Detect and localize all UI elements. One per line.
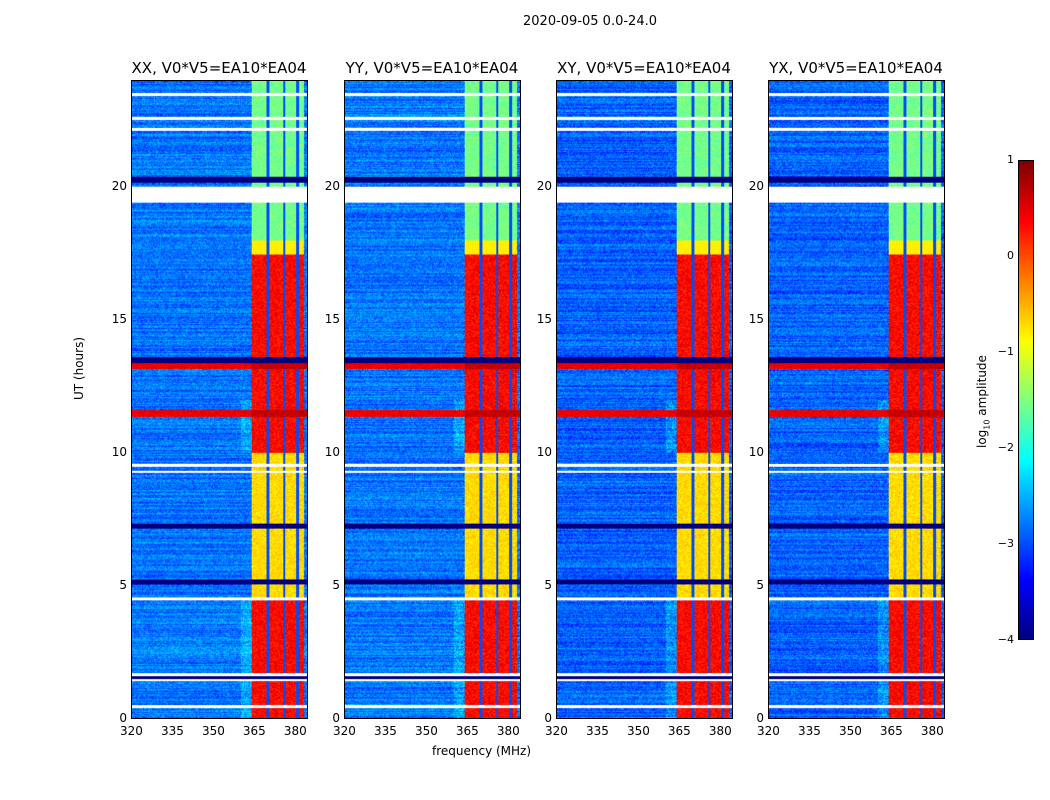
colorbar-label: log10 amplitude bbox=[975, 355, 992, 448]
spectrogram-1 bbox=[344, 80, 521, 719]
y-tick-label: 0 bbox=[119, 711, 127, 725]
x-tick-label: 350 bbox=[626, 724, 650, 738]
y-tick-label: 10 bbox=[748, 444, 764, 459]
y-tick-label: 20 bbox=[748, 178, 764, 193]
y-tick-label: 15 bbox=[536, 311, 552, 326]
x-tick-label: 335 bbox=[160, 724, 184, 738]
y-tick-label: 10 bbox=[536, 444, 552, 459]
x-tick-label: 365 bbox=[455, 724, 479, 738]
y-tick-label: 0 bbox=[756, 711, 764, 725]
y-tick-label: 20 bbox=[111, 178, 127, 193]
x-tick-label: 350 bbox=[838, 724, 862, 738]
x-axis-label: frequency (MHz) bbox=[432, 744, 532, 758]
x-tick-label: 335 bbox=[585, 724, 609, 738]
y-tick-label: 0 bbox=[332, 711, 340, 725]
x-tick-label: 335 bbox=[797, 724, 821, 738]
panel-title: YY, V0*V5=EA10*EA04 bbox=[345, 59, 519, 77]
y-tick-label: 5 bbox=[756, 577, 764, 592]
y-tick-label: 0 bbox=[544, 711, 552, 725]
x-tick-label: 320 bbox=[120, 724, 143, 738]
y-tick-label: 5 bbox=[332, 577, 340, 592]
x-tick-label: 380 bbox=[283, 724, 307, 738]
y-tick-label: 5 bbox=[119, 577, 127, 592]
x-tick-label: 320 bbox=[333, 724, 356, 738]
x-tick-label: 380 bbox=[496, 724, 520, 738]
x-tick-label: 365 bbox=[879, 724, 903, 738]
colorbar-tick-label: −1 bbox=[997, 345, 1014, 358]
panel-title: XY, V0*V5=EA10*EA04 bbox=[557, 59, 731, 77]
y-tick-label: 10 bbox=[111, 444, 127, 459]
spectrogram-0 bbox=[131, 80, 308, 719]
spectrogram-2 bbox=[556, 80, 733, 719]
y-tick-label: 15 bbox=[324, 311, 340, 326]
colorbar-tick-label: −4 bbox=[997, 633, 1014, 646]
colorbar-tick-label: 1 bbox=[1007, 153, 1014, 166]
colorbar-tick-label: −2 bbox=[997, 441, 1014, 454]
figure-title: 2020-09-05 0.0-24.0 bbox=[523, 14, 657, 29]
y-tick-label: 10 bbox=[324, 444, 340, 459]
x-tick-label: 350 bbox=[201, 724, 225, 738]
x-tick-label: 320 bbox=[545, 724, 568, 738]
x-tick-label: 335 bbox=[373, 724, 397, 738]
x-tick-label: 380 bbox=[920, 724, 944, 738]
panel-title: XX, V0*V5=EA10*EA04 bbox=[131, 59, 307, 77]
y-tick-label: 5 bbox=[544, 577, 552, 592]
x-tick-label: 380 bbox=[708, 724, 732, 738]
y-tick-label: 20 bbox=[536, 178, 552, 193]
x-tick-label: 350 bbox=[414, 724, 438, 738]
spectrogram-3 bbox=[768, 80, 945, 719]
y-axis-label: UT (hours) bbox=[72, 336, 86, 400]
colorbar-tick-label: −3 bbox=[997, 537, 1014, 550]
x-tick-label: 365 bbox=[242, 724, 266, 738]
colorbar bbox=[1018, 160, 1034, 640]
x-tick-label: 320 bbox=[757, 724, 780, 738]
panel-title: YX, V0*V5=EA10*EA04 bbox=[769, 59, 943, 77]
y-tick-label: 20 bbox=[324, 178, 340, 193]
colorbar-tick-label: 0 bbox=[1007, 249, 1014, 262]
y-tick-label: 15 bbox=[748, 311, 764, 326]
x-tick-label: 365 bbox=[667, 724, 691, 738]
y-tick-label: 15 bbox=[111, 311, 127, 326]
